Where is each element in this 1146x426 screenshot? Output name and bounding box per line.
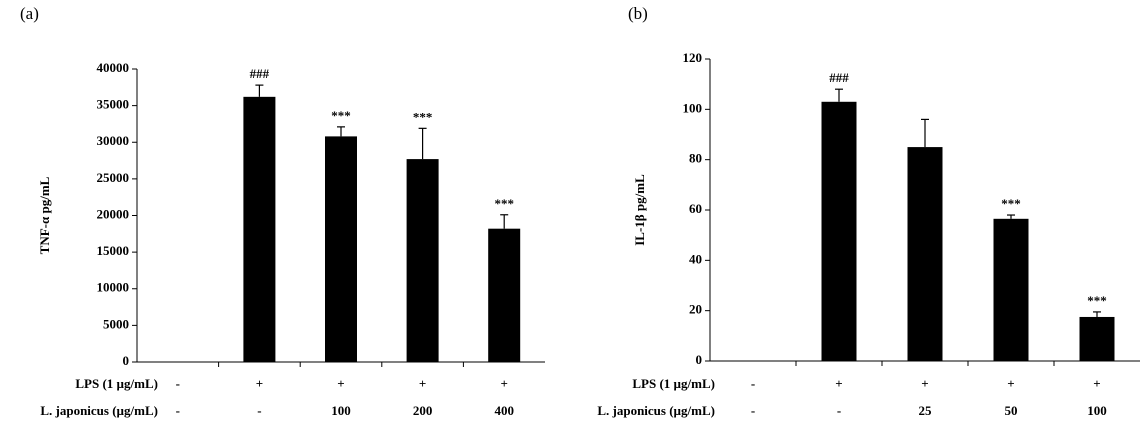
significance-label: ###: [829, 70, 849, 85]
row-value: +: [835, 376, 842, 391]
significance-label: ***: [1001, 196, 1021, 211]
bar: [907, 147, 943, 361]
significance-label: ***: [1087, 293, 1107, 308]
row-value: -: [176, 403, 180, 418]
row-value: +: [256, 376, 263, 391]
bar: [993, 218, 1029, 361]
significance-label: ***: [331, 108, 351, 123]
row-value: 200: [413, 403, 433, 418]
row-value: +: [1007, 376, 1014, 391]
row-value: +: [921, 376, 928, 391]
y-tick-label: 35000: [97, 97, 130, 112]
y-axis-title: TNF-α pg/mL: [37, 176, 52, 254]
y-tick-label: 40: [689, 251, 702, 266]
significance-label: ###: [250, 66, 270, 81]
row-value: 25: [919, 403, 933, 418]
row-label: L. japonicus (µg/mL): [597, 403, 715, 418]
row-value: +: [500, 376, 507, 391]
row-label: LPS (1 µg/mL): [632, 376, 715, 391]
significance-label: ***: [413, 109, 433, 124]
row-value: +: [337, 376, 344, 391]
panel-label: (a): [20, 4, 39, 23]
row-value: -: [751, 403, 755, 418]
bar: [325, 136, 357, 362]
y-tick-label: 60: [689, 201, 702, 216]
row-label: L. japonicus (µg/mL): [40, 403, 158, 418]
y-tick-label: 120: [683, 50, 703, 65]
bar: [243, 96, 276, 363]
bar: [406, 159, 439, 362]
y-tick-label: 20000: [97, 206, 130, 221]
y-tick-label: 20: [689, 302, 702, 317]
significance-label: ***: [494, 196, 514, 211]
row-value: 50: [1005, 403, 1018, 418]
y-tick-label: 40000: [97, 60, 130, 75]
row-value: -: [176, 376, 180, 391]
row-value: -: [257, 403, 261, 418]
y-tick-label: 80: [689, 151, 702, 166]
row-label: LPS (1 µg/mL): [75, 376, 158, 391]
y-tick-label: 10000: [97, 280, 130, 295]
bar: [1079, 316, 1115, 361]
row-value: +: [1093, 376, 1100, 391]
y-tick-label: 25000: [97, 170, 130, 185]
bar: [488, 228, 521, 362]
y-tick-label: 5000: [103, 316, 129, 331]
row-value: 400: [494, 403, 514, 418]
row-value: +: [419, 376, 426, 391]
y-tick-label: 30000: [97, 133, 130, 148]
panel-label: (b): [628, 4, 648, 23]
y-tick-label: 100: [683, 100, 703, 115]
row-value: 100: [1087, 403, 1107, 418]
row-value: -: [751, 376, 755, 391]
y-tick-label: 0: [696, 352, 703, 367]
y-axis-title: IL-1β pg/mL: [632, 174, 647, 246]
bar: [821, 101, 857, 362]
y-tick-label: 15000: [97, 243, 130, 258]
row-value: 100: [331, 403, 351, 418]
y-tick-label: 0: [123, 353, 130, 368]
row-value: -: [837, 403, 841, 418]
